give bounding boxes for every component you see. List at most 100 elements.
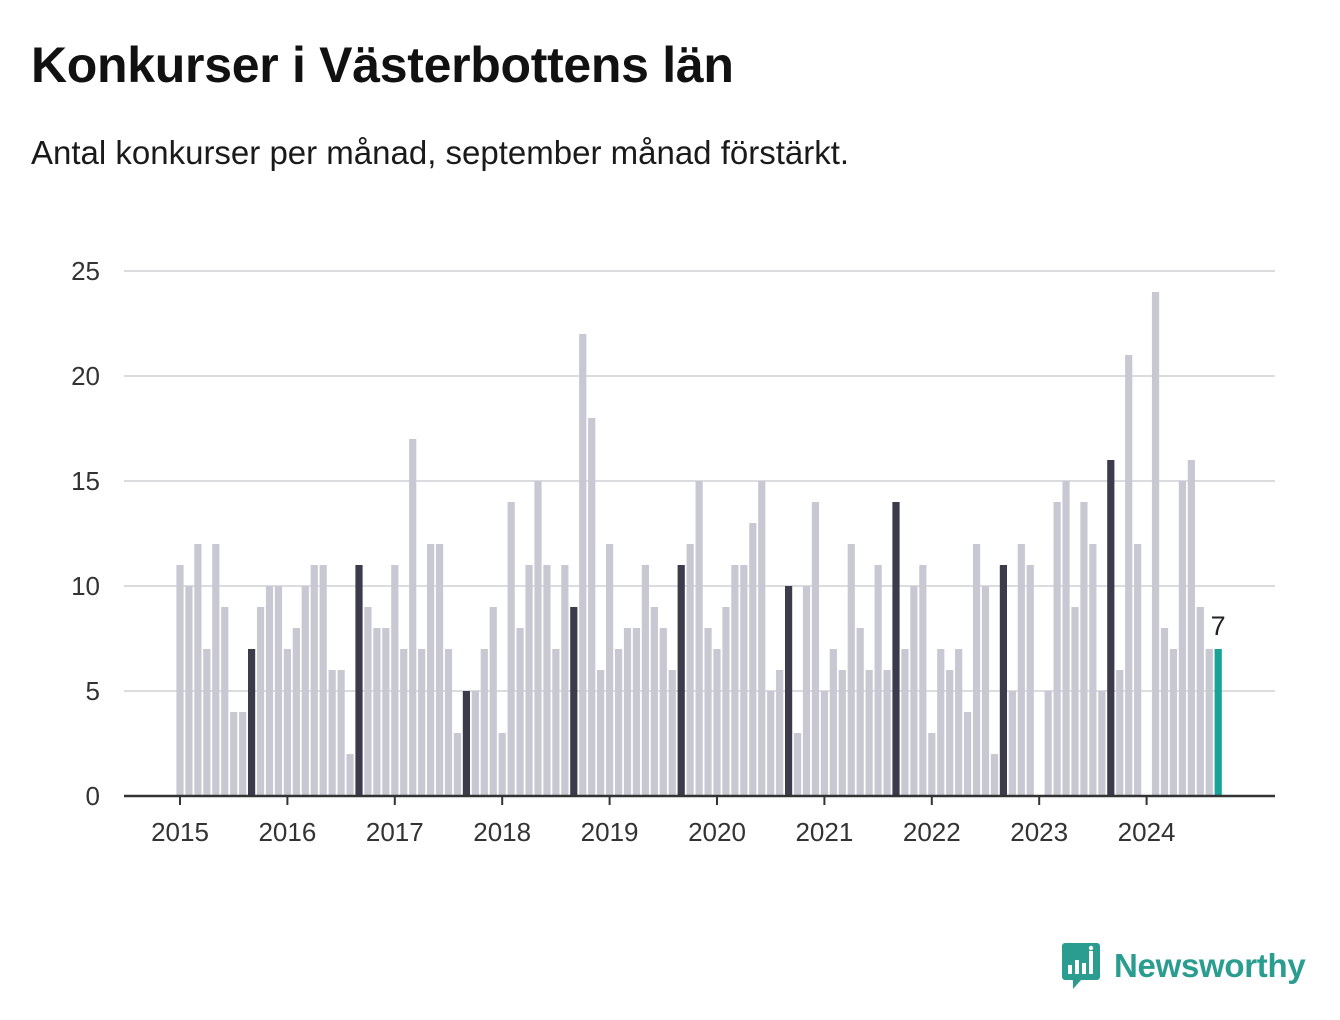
bar bbox=[704, 628, 712, 796]
bar bbox=[346, 754, 354, 796]
bar bbox=[1196, 607, 1204, 796]
bar bbox=[543, 565, 551, 796]
bar bbox=[579, 334, 587, 796]
bar bbox=[981, 586, 990, 796]
bar bbox=[910, 586, 918, 796]
bar bbox=[713, 649, 721, 796]
bar bbox=[319, 565, 327, 796]
bar bbox=[292, 628, 300, 796]
bar bbox=[400, 649, 408, 796]
bar bbox=[453, 733, 462, 796]
y-tick-label: 5 bbox=[86, 676, 100, 706]
bar bbox=[552, 649, 560, 796]
y-tick-label: 25 bbox=[71, 256, 100, 286]
bar bbox=[239, 712, 247, 796]
x-tick-label: 2023 bbox=[1010, 817, 1068, 847]
chart-subtitle: Antal konkurser per månad, september mån… bbox=[31, 134, 850, 171]
bar bbox=[856, 628, 864, 796]
bar bbox=[328, 670, 336, 796]
bar bbox=[382, 628, 390, 796]
bar bbox=[1089, 544, 1097, 796]
bar bbox=[1017, 544, 1025, 796]
bar bbox=[999, 565, 1007, 796]
bar bbox=[364, 607, 372, 796]
bar bbox=[444, 649, 453, 796]
x-tick-label: 2016 bbox=[258, 817, 316, 847]
brand-name: Newsworthy bbox=[1114, 947, 1306, 984]
bar bbox=[194, 544, 202, 796]
bar bbox=[865, 670, 873, 796]
bar bbox=[265, 586, 274, 796]
bar bbox=[427, 544, 435, 796]
bar bbox=[1026, 565, 1034, 796]
bar bbox=[301, 586, 309, 796]
y-tick-label: 15 bbox=[71, 466, 100, 496]
bar bbox=[588, 418, 596, 796]
bar bbox=[1116, 670, 1124, 796]
x-tick-label: 2017 bbox=[366, 817, 424, 847]
x-axis: 2015 2016 2017 2018 2019 2020 2021 2022 2023 2024 bbox=[124, 794, 1275, 847]
bar bbox=[1178, 481, 1186, 796]
bar bbox=[274, 586, 283, 796]
bar bbox=[838, 670, 846, 796]
bar bbox=[1134, 544, 1142, 796]
bar bbox=[1214, 649, 1222, 796]
x-tick-label: 2018 bbox=[473, 817, 531, 847]
bar bbox=[310, 565, 318, 796]
bar bbox=[802, 586, 811, 796]
bar bbox=[462, 691, 470, 796]
bar bbox=[614, 649, 623, 796]
bar bbox=[1080, 502, 1088, 796]
bar bbox=[355, 565, 363, 796]
bar bbox=[1053, 502, 1061, 796]
annotations: 7 bbox=[1211, 611, 1226, 641]
bar bbox=[471, 691, 479, 796]
bar bbox=[507, 502, 515, 796]
newsworthy-logo-icon bbox=[1062, 943, 1100, 989]
bar bbox=[212, 544, 220, 796]
bar bbox=[811, 502, 820, 796]
bar bbox=[1098, 691, 1106, 796]
bar bbox=[623, 628, 632, 796]
bar bbox=[892, 502, 900, 796]
bar bbox=[176, 565, 184, 796]
bar bbox=[758, 481, 766, 796]
bar bbox=[256, 607, 265, 796]
x-tick-label: 2020 bbox=[688, 817, 746, 847]
bar bbox=[498, 733, 506, 796]
bar bbox=[641, 565, 649, 796]
bar bbox=[686, 544, 694, 796]
bar bbox=[883, 670, 891, 796]
chart-title: Konkurser i Västerbottens län bbox=[31, 37, 734, 93]
bar bbox=[1107, 460, 1115, 796]
y-tick-label: 0 bbox=[86, 781, 100, 811]
bar bbox=[677, 565, 685, 796]
bar bbox=[749, 523, 757, 796]
x-tick-label: 2024 bbox=[1118, 817, 1176, 847]
bar bbox=[776, 670, 784, 796]
latest-value-label: 7 bbox=[1211, 611, 1226, 641]
bar bbox=[695, 481, 703, 796]
bar bbox=[248, 649, 256, 796]
bar bbox=[283, 649, 291, 796]
bar bbox=[829, 649, 837, 796]
bar bbox=[847, 544, 855, 796]
y-tick-label: 10 bbox=[71, 571, 100, 601]
bars bbox=[176, 292, 1222, 796]
bar bbox=[928, 733, 936, 796]
bar bbox=[972, 544, 981, 796]
bar bbox=[534, 481, 542, 796]
bar bbox=[435, 544, 444, 796]
bar bbox=[409, 439, 417, 796]
bar bbox=[1008, 691, 1016, 796]
bar bbox=[418, 649, 426, 796]
bar bbox=[597, 670, 605, 796]
bar bbox=[1187, 460, 1195, 796]
bar bbox=[480, 649, 488, 796]
bar bbox=[391, 565, 399, 796]
bar bbox=[820, 691, 828, 796]
bar bbox=[632, 628, 641, 796]
bar bbox=[230, 712, 238, 796]
bar bbox=[650, 607, 658, 796]
